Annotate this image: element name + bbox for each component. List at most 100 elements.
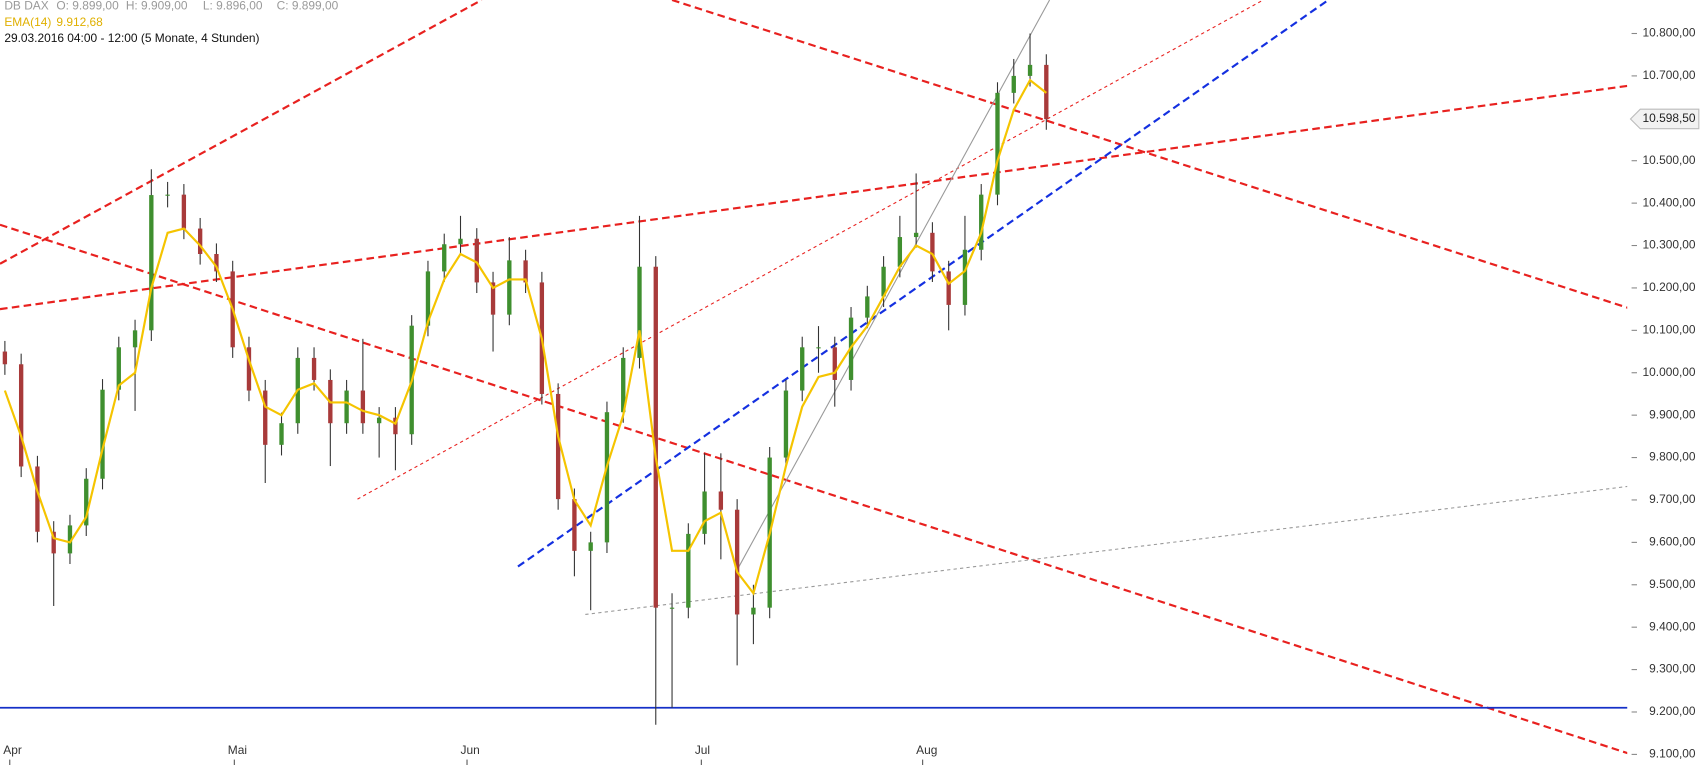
candle-body — [279, 423, 284, 445]
candle-body — [18, 364, 24, 467]
candle-body — [311, 357, 317, 380]
candle-body — [474, 238, 479, 283]
candle-body — [653, 266, 658, 608]
candle-body — [751, 607, 756, 615]
close-info: C: 9.899,00 — [277, 0, 339, 13]
open-info: O: 9.899,00 — [56, 0, 119, 13]
candle-body — [946, 271, 951, 305]
y-tick-label: 10.000,00 — [1643, 365, 1696, 379]
trend-line — [0, 0, 483, 265]
candle-body — [507, 260, 512, 315]
candle-body — [865, 296, 870, 318]
candle-body — [702, 491, 707, 534]
ema-value: 9.912,68 — [56, 15, 103, 29]
ema-line — [3, 78, 1047, 596]
y-tick-label: 9.800,00 — [1649, 450, 1696, 464]
candle-body — [523, 260, 528, 283]
y-tick-label: 10.500,00 — [1643, 153, 1696, 167]
candle-body — [588, 542, 593, 551]
y-tick-label: 9.700,00 — [1649, 492, 1696, 506]
candle-body — [783, 390, 789, 458]
candle-body — [246, 347, 252, 391]
candle-body — [458, 238, 463, 245]
axes: 9.100,00 9.200,00 9.300,00 9.400,00 9.500,00… — [3, 26, 1700, 765]
candle-body — [263, 390, 268, 445]
candle-body — [930, 232, 935, 272]
candle-body — [132, 330, 138, 348]
x-tick-label: Apr — [3, 743, 22, 757]
candle-body — [669, 607, 675, 609]
candle-body — [718, 491, 724, 510]
candle-body — [621, 357, 626, 413]
candle-body — [376, 417, 382, 424]
candle-body — [1027, 64, 1033, 76]
y-tick-label: 10.700,00 — [1643, 68, 1696, 82]
trend-line — [0, 84, 1628, 311]
candle-body — [604, 412, 610, 543]
last-price-box — [1629, 108, 1700, 130]
y-tick-label: 9.500,00 — [1649, 577, 1696, 591]
candle-body — [572, 499, 577, 551]
candle-body — [881, 266, 886, 297]
candle-body — [84, 478, 89, 526]
candle-body — [637, 266, 642, 358]
candle-body — [555, 393, 561, 500]
candle-body — [800, 347, 805, 391]
trend-line — [671, 0, 1628, 309]
y-tick-label: 10.300,00 — [1643, 238, 1696, 252]
candle-body — [995, 92, 1000, 195]
candle-body — [344, 390, 349, 424]
candle-body — [181, 194, 187, 229]
candle-body — [393, 417, 398, 435]
y-tick-label: 9.300,00 — [1649, 662, 1696, 676]
candle-body — [425, 271, 431, 326]
y-tick-label: 10.200,00 — [1643, 280, 1696, 294]
candle-body — [100, 389, 105, 479]
trend-line — [736, 0, 1051, 571]
candle-body — [1011, 75, 1016, 93]
y-tick-label: 10.100,00 — [1643, 322, 1696, 336]
candle-body — [214, 254, 219, 272]
candle-body — [35, 466, 40, 532]
candle-body — [442, 244, 447, 272]
y-tick-label: 9.900,00 — [1649, 407, 1696, 421]
header: DB DAX O: 9.899,00 H: 9.909,00 L: 9.896,… — [4, 0, 338, 45]
high-info: H: 9.909,00 — [126, 0, 188, 13]
trend-line — [585, 485, 1628, 615]
trend-line — [517, 0, 1329, 568]
candle-body — [686, 533, 691, 608]
x-tick-label: Jul — [695, 743, 710, 757]
y-tick-label: 9.400,00 — [1649, 619, 1696, 633]
candle-body — [2, 351, 8, 365]
candle-body — [490, 282, 496, 315]
y-tick-label: 10.800,00 — [1643, 26, 1696, 40]
ema-name: EMA(14) — [4, 15, 51, 29]
candle-body — [962, 249, 968, 305]
y-tick-label: 9.600,00 — [1649, 535, 1696, 549]
candle-body — [67, 525, 73, 554]
y-tick-label: 10.400,00 — [1643, 195, 1696, 209]
candle-body — [734, 509, 740, 615]
period: 29.03.2016 04:00 - 12:00 (5 Monate, 4 St… — [4, 31, 259, 45]
low-info: L: 9.896,00 — [203, 0, 263, 13]
x-tick-label: Jun — [461, 743, 480, 757]
x-tick-label: Aug — [916, 743, 937, 757]
candle-body — [913, 232, 919, 238]
candle-body — [816, 347, 821, 349]
candle-body — [832, 347, 837, 380]
candle-body — [51, 531, 56, 554]
candle-body — [979, 194, 984, 250]
candle-body — [116, 347, 121, 390]
symbol: DB DAX — [4, 0, 48, 13]
candle-body — [897, 237, 903, 267]
last-price-label: 10.598,50 — [1643, 111, 1696, 125]
candle-body — [197, 228, 203, 255]
trend-line — [357, 0, 1264, 500]
y-tick-label: 9.100,00 — [1649, 747, 1696, 761]
candle-body — [165, 194, 170, 196]
trend-line — [0, 223, 1628, 755]
x-tick-label: Mai — [228, 743, 247, 757]
candle-body — [360, 390, 366, 424]
